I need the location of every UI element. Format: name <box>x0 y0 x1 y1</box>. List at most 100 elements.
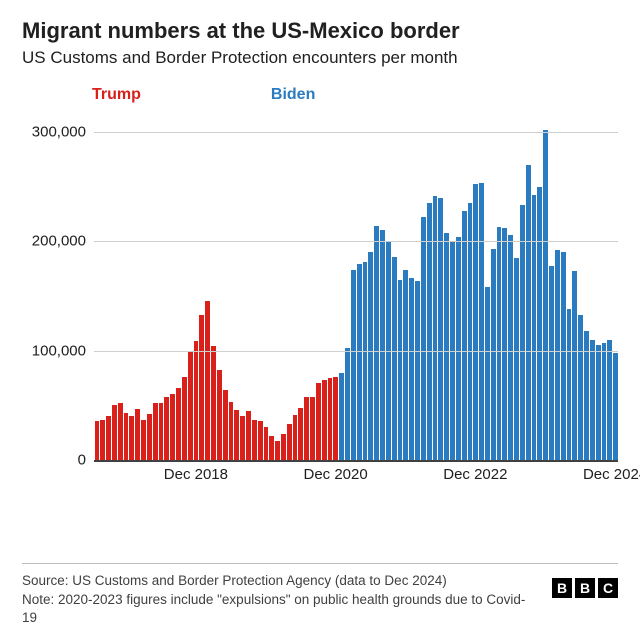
legend: Trump Biden <box>22 86 618 104</box>
footer: Source: US Customs and Border Protection… <box>22 563 618 627</box>
bar-biden <box>613 353 618 460</box>
xtick-label: Dec 2020 <box>304 460 368 483</box>
gridline <box>94 351 618 352</box>
chart-title: Migrant numbers at the US-Mexico border <box>22 18 618 44</box>
bar-trump <box>269 436 274 460</box>
gridline <box>94 132 618 133</box>
bar-biden <box>462 211 467 460</box>
bar-biden <box>398 280 403 460</box>
xtick-label: Dec 2024 <box>583 460 640 483</box>
bar-trump <box>176 388 181 460</box>
bar-trump <box>95 421 100 460</box>
bar-biden <box>596 345 601 460</box>
legend-biden: Biden <box>271 86 315 104</box>
bar-biden <box>351 270 356 460</box>
bar-trump <box>258 421 263 460</box>
bar-biden <box>368 252 373 460</box>
bar-trump <box>124 413 129 460</box>
bars <box>94 110 618 460</box>
bar-trump <box>246 411 251 460</box>
bar-biden <box>433 196 438 460</box>
bar-trump <box>234 410 239 460</box>
bar-trump <box>135 409 140 460</box>
footer-text: Source: US Customs and Border Protection… <box>22 572 540 627</box>
bar-biden <box>444 233 449 461</box>
bar-biden <box>543 130 548 460</box>
bar-biden <box>403 270 408 460</box>
bar-trump <box>106 416 111 460</box>
bbc-b2: B <box>575 578 595 598</box>
ytick-label: 300,000 <box>32 123 94 140</box>
bar-biden <box>514 258 519 460</box>
bar-trump <box>275 441 280 460</box>
bar-biden <box>561 252 566 460</box>
bar-trump <box>194 341 199 460</box>
bar-biden <box>409 278 414 460</box>
ytick-label: 0 <box>78 452 94 469</box>
legend-trump: Trump <box>92 86 141 104</box>
chart-container: Migrant numbers at the US-Mexico border … <box>0 0 640 639</box>
bar-biden <box>392 257 397 460</box>
bar-trump <box>205 301 210 460</box>
bar-biden <box>491 249 496 460</box>
bar-trump <box>164 397 169 460</box>
bar-biden <box>532 195 537 460</box>
bar-biden <box>555 250 560 460</box>
bar-biden <box>415 281 420 460</box>
bar-trump <box>211 346 216 460</box>
gridline <box>94 241 618 242</box>
bar-biden <box>421 217 426 460</box>
bar-biden <box>363 262 368 460</box>
bar-trump <box>287 424 292 460</box>
bar-biden <box>438 198 443 461</box>
chart-area: 0100,000200,000300,000Dec 2018Dec 2020De… <box>22 110 618 551</box>
bar-trump <box>182 377 187 460</box>
note-line: Note: 2020-2023 figures include "expulsi… <box>22 591 540 627</box>
bar-biden <box>374 226 379 460</box>
chart-subtitle: US Customs and Border Protection encount… <box>22 48 618 68</box>
bar-trump <box>199 315 204 460</box>
bar-trump <box>188 352 193 460</box>
bar-trump <box>322 380 327 460</box>
bar-trump <box>118 403 123 460</box>
bar-trump <box>153 403 158 460</box>
bar-trump <box>229 402 234 460</box>
bar-biden <box>549 266 554 460</box>
bar-biden <box>497 227 502 460</box>
bar-trump <box>112 405 117 460</box>
bar-biden <box>357 264 362 460</box>
bar-trump <box>240 416 245 460</box>
bar-biden <box>339 373 344 461</box>
bar-biden <box>508 235 513 460</box>
bbc-c: C <box>598 578 618 598</box>
bar-trump <box>129 416 134 460</box>
bar-biden <box>578 315 583 460</box>
bar-trump <box>293 415 298 460</box>
bar-biden <box>345 348 350 460</box>
bar-biden <box>485 287 490 460</box>
bar-trump <box>217 370 222 460</box>
bar-biden <box>602 343 607 460</box>
bar-trump <box>147 414 152 460</box>
xtick-label: Dec 2022 <box>443 460 507 483</box>
bar-biden <box>380 230 385 460</box>
bar-biden <box>473 184 478 460</box>
bar-trump <box>281 434 286 460</box>
bar-trump <box>170 394 175 460</box>
ytick-label: 100,000 <box>32 342 94 359</box>
bar-biden <box>479 183 484 460</box>
bar-trump <box>100 420 105 460</box>
bar-biden <box>537 187 542 460</box>
bar-biden <box>520 205 525 460</box>
bar-biden <box>526 165 531 460</box>
bar-biden <box>567 309 572 460</box>
bbc-b1: B <box>552 578 572 598</box>
bar-trump <box>252 420 257 460</box>
plot-area: 0100,000200,000300,000Dec 2018Dec 2020De… <box>94 110 618 460</box>
bar-trump <box>141 420 146 460</box>
bar-trump <box>304 397 309 460</box>
ytick-label: 200,000 <box>32 233 94 250</box>
bar-trump <box>310 397 315 460</box>
bar-trump <box>159 403 164 460</box>
bar-trump <box>298 408 303 461</box>
